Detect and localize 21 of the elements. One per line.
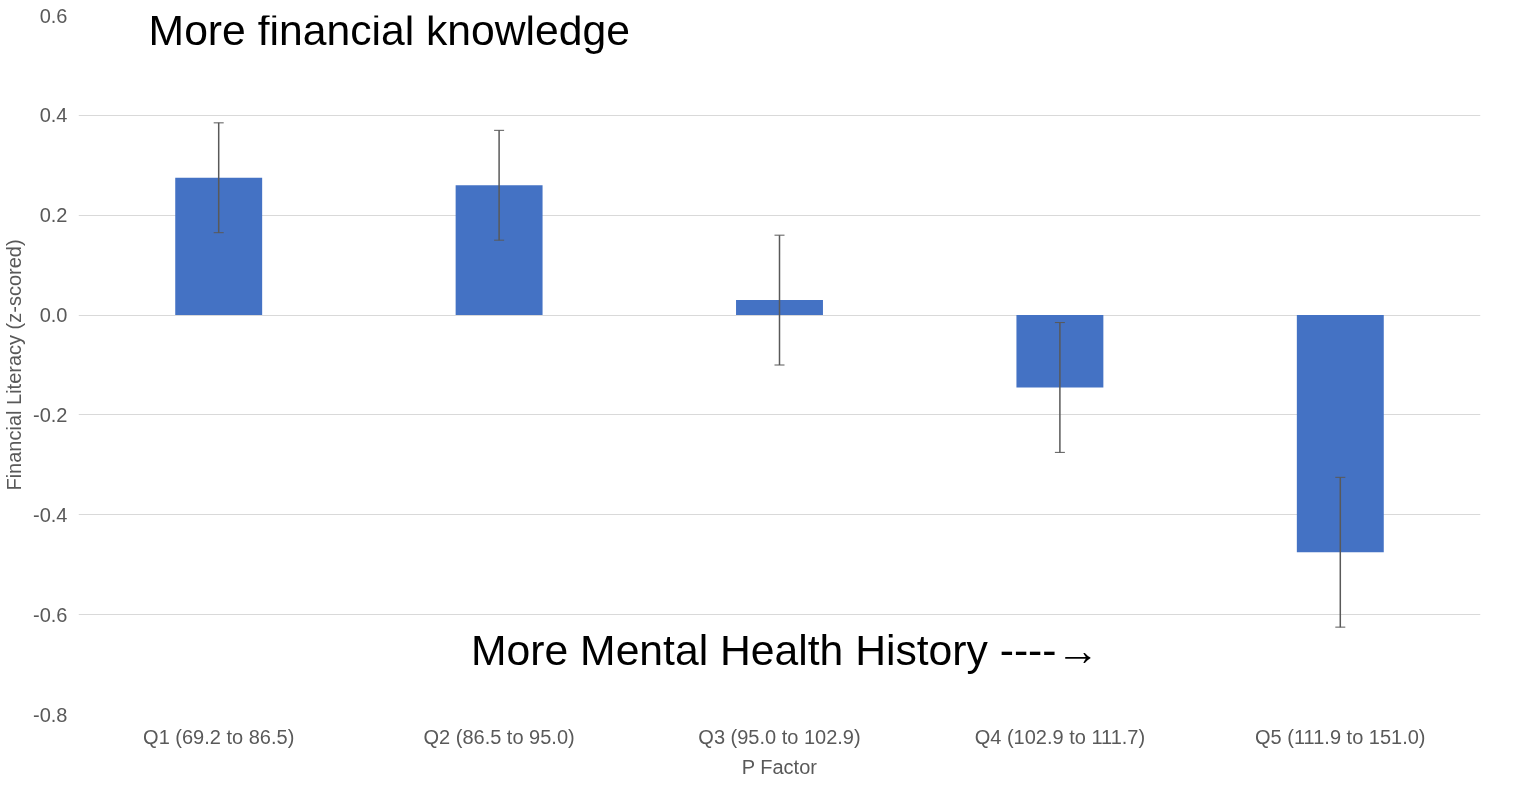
- y-tick-label: 0.2: [39, 204, 68, 227]
- x-tick-label: Q1 (69.2 to 86.5): [143, 725, 295, 748]
- x-tick-label: Q2 (86.5 to 95.0): [423, 725, 575, 748]
- bar: [1016, 315, 1104, 388]
- bar: [175, 177, 263, 316]
- y-tick-label: 0.6: [39, 4, 68, 27]
- y-tick-label: -0.2: [33, 403, 68, 426]
- x-axis-title: P Factor: [741, 755, 818, 778]
- bar: [1296, 315, 1384, 553]
- y-tick-label: 0.0: [39, 304, 68, 327]
- y-tick-label: -0.6: [33, 603, 68, 626]
- x-tick-label: Q5 (111.9 to 151.0): [1255, 725, 1426, 748]
- y-tick-label: -0.8: [33, 703, 68, 726]
- annotation: More Mental Health History ----→: [471, 625, 1100, 674]
- y-axis-title: Financial Literacy (z-scored): [3, 239, 26, 491]
- y-tick-label: -0.4: [33, 503, 68, 526]
- y-tick-label: 0.4: [39, 104, 68, 127]
- x-tick-label: Q3 (95.0 to 102.9): [698, 725, 861, 748]
- x-tick-label: Q4 (102.9 to 111.7): [974, 725, 1146, 748]
- bar: [455, 185, 543, 316]
- bar: [736, 300, 823, 316]
